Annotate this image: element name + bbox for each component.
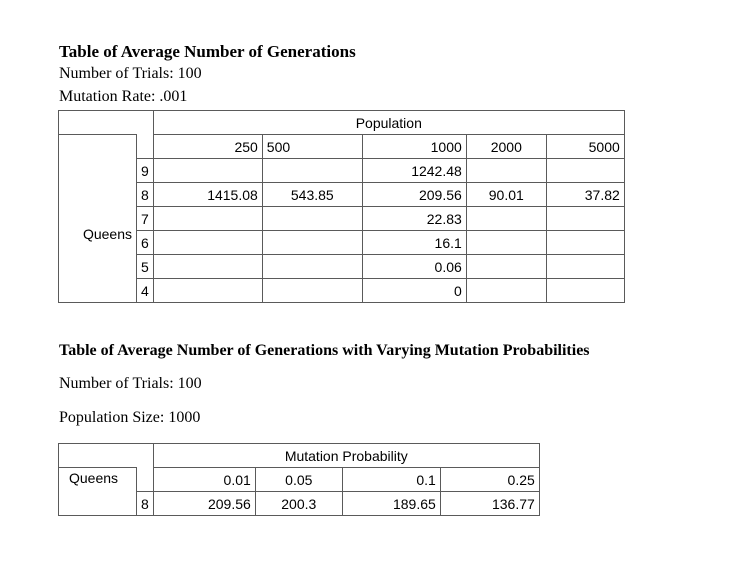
- table-cell: [261, 158, 363, 183]
- table-cell: 22.83: [361, 206, 467, 231]
- table-cell: [545, 230, 625, 255]
- table-cell: 37.82: [545, 182, 625, 207]
- table-cell: [465, 278, 547, 303]
- column-header: 0.25: [439, 467, 540, 492]
- queens-count: 5: [136, 254, 154, 279]
- table-cell: [152, 230, 263, 255]
- table-row: 6 16.1: [59, 230, 625, 255]
- table-cell: [545, 278, 625, 303]
- queens-count: 8: [136, 491, 154, 516]
- population-table: Population Queens 250 500 1000 2000 5000…: [58, 110, 625, 303]
- table-cell: 136.77: [439, 491, 540, 516]
- table-cell: [465, 254, 547, 279]
- table-cell: [152, 254, 263, 279]
- table-cell: [465, 158, 547, 183]
- table-cell: 200.3: [254, 491, 343, 516]
- table-row: 4 0: [59, 278, 625, 303]
- table-row: 8 209.56 200.3 189.65 136.77: [59, 491, 540, 516]
- queens-label: Queens: [58, 467, 137, 516]
- table-cell: [465, 206, 547, 231]
- table-cell: 1242.48: [361, 158, 467, 183]
- table2-trials: Number of Trials: 100: [59, 375, 202, 392]
- table-cell: [152, 206, 263, 231]
- column-header: 1000: [361, 134, 467, 159]
- table-cell: 189.65: [341, 491, 441, 516]
- table-cell: [545, 158, 625, 183]
- table-cell: 209.56: [361, 182, 467, 207]
- mutation-probability-header: Mutation Probability: [152, 443, 540, 468]
- column-header: 0.1: [341, 467, 441, 492]
- column-header: 500: [261, 134, 363, 159]
- table-row: 8 1415.08 543.85 209.56 90.01 37.82: [59, 182, 625, 207]
- table-cell: 209.56: [152, 491, 256, 516]
- population-header: Population: [152, 110, 625, 135]
- table-cell: [261, 278, 363, 303]
- table1-title: Table of Average Number of Generations: [59, 42, 356, 61]
- table-cell: 16.1: [361, 230, 467, 255]
- table1-mutation-rate: Mutation Rate: .001: [59, 88, 188, 105]
- table-cell: [261, 230, 363, 255]
- table-cell: [545, 254, 625, 279]
- table-cell: [545, 206, 625, 231]
- table-cell: 543.85: [261, 182, 363, 207]
- table-cell: [261, 254, 363, 279]
- table-row: 5 0.06: [59, 254, 625, 279]
- queens-count: 6: [136, 230, 154, 255]
- table-cell: 0.06: [361, 254, 467, 279]
- column-header: 0.05: [254, 467, 343, 492]
- table-cell: [152, 158, 263, 183]
- table2-population-size: Population Size: 1000: [59, 409, 201, 426]
- table-row: 7 22.83: [59, 206, 625, 231]
- table-cell: 0: [361, 278, 467, 303]
- table-cell: [152, 278, 263, 303]
- column-header: 2000: [465, 134, 547, 159]
- table2-title: Table of Average Number of Generations w…: [59, 342, 590, 359]
- queens-label: Queens: [58, 134, 137, 303]
- table-cell: [465, 230, 547, 255]
- queens-count: 7: [136, 206, 154, 231]
- mutation-table: Mutation Probability Queens 0.01 0.05 0.…: [58, 443, 540, 516]
- queens-count: 8: [136, 182, 154, 207]
- table-cell: 1415.08: [152, 182, 263, 207]
- table-cell: [261, 206, 363, 231]
- column-header: 5000: [545, 134, 625, 159]
- queens-count: 4: [136, 278, 154, 303]
- table-cell: 90.01: [465, 182, 547, 207]
- column-header: 0.01: [152, 467, 256, 492]
- table-row: 9 1242.48: [59, 158, 625, 183]
- table1-trials: Number of Trials: 100: [59, 65, 202, 82]
- queens-count: 9: [136, 158, 154, 183]
- column-header: 250: [152, 134, 263, 159]
